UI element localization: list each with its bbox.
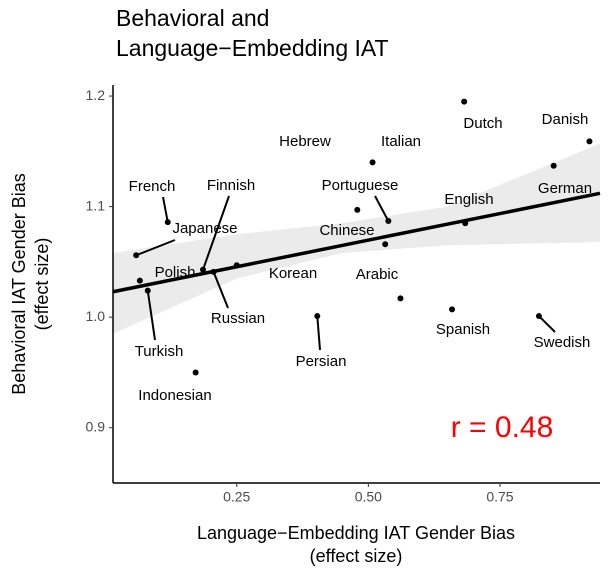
point	[461, 98, 468, 105]
point-label: Italian	[381, 133, 421, 150]
point	[133, 252, 140, 259]
y-axis-label: Behavioral IAT Gender Bias	[9, 173, 29, 394]
point-label: Japanese	[172, 220, 237, 237]
point-label: English	[444, 191, 493, 208]
point	[200, 266, 207, 273]
y-tick-label: 0.9	[86, 418, 106, 434]
point-label: Arabic	[356, 266, 399, 283]
annotation: r = 0.48	[451, 411, 554, 444]
leader-line	[202, 195, 230, 270]
chart-title: Behavioral and	[116, 5, 269, 31]
x-axis-label: (effect size)	[310, 546, 403, 566]
point	[382, 241, 389, 248]
x-axis-label: Language−Embedding IAT Gender Bias	[197, 523, 515, 543]
point-label: Hebrew	[279, 133, 331, 150]
x-tick-label: 0.25	[223, 489, 250, 505]
point	[449, 306, 456, 313]
point	[354, 206, 361, 213]
point	[535, 313, 542, 320]
point	[369, 159, 376, 166]
point-label: Indonesian	[138, 387, 211, 404]
point-label: Persian	[296, 353, 347, 370]
point-label: Spanish	[436, 321, 490, 338]
point-label: Turkish	[135, 343, 184, 360]
leader-line	[212, 271, 229, 309]
x-tick-label: 0.75	[486, 489, 513, 505]
point	[314, 313, 321, 320]
point-label: Chinese	[319, 222, 374, 239]
point	[462, 220, 469, 227]
point-label: Russian	[211, 310, 265, 327]
point-label: German	[538, 180, 592, 197]
y-tick-label: 1.2	[86, 87, 106, 103]
point-label: Dutch	[463, 115, 502, 132]
confidence-band	[113, 143, 600, 334]
leader-line	[146, 290, 156, 341]
point	[233, 262, 240, 269]
point	[210, 268, 217, 275]
y-tick-label: 1.1	[86, 197, 106, 213]
point	[385, 217, 392, 224]
point-label: Portuguese	[322, 177, 399, 194]
leader-line	[135, 239, 176, 257]
point-label: Swedish	[534, 334, 591, 351]
x-tick-label: 0.50	[355, 489, 382, 505]
point	[397, 295, 404, 302]
leader-line	[374, 195, 390, 222]
point	[164, 219, 171, 226]
point-label: Korean	[269, 265, 317, 282]
chart-title: Language−Embedding IAT	[116, 35, 389, 61]
point	[136, 277, 143, 284]
regression-line	[112, 191, 601, 294]
point	[586, 138, 593, 145]
point-label: Danish	[542, 111, 589, 128]
y-tick-label: 1.0	[86, 308, 106, 324]
leader-line	[162, 196, 169, 223]
point	[550, 162, 557, 169]
point-label: Finnish	[207, 177, 255, 194]
point	[192, 369, 199, 376]
leader-line	[538, 315, 556, 333]
point-label: French	[129, 178, 176, 195]
leader-line	[316, 315, 321, 351]
point-label: Polish	[155, 264, 196, 281]
point	[144, 287, 151, 294]
y-axis-label: (effect size)	[32, 238, 52, 331]
